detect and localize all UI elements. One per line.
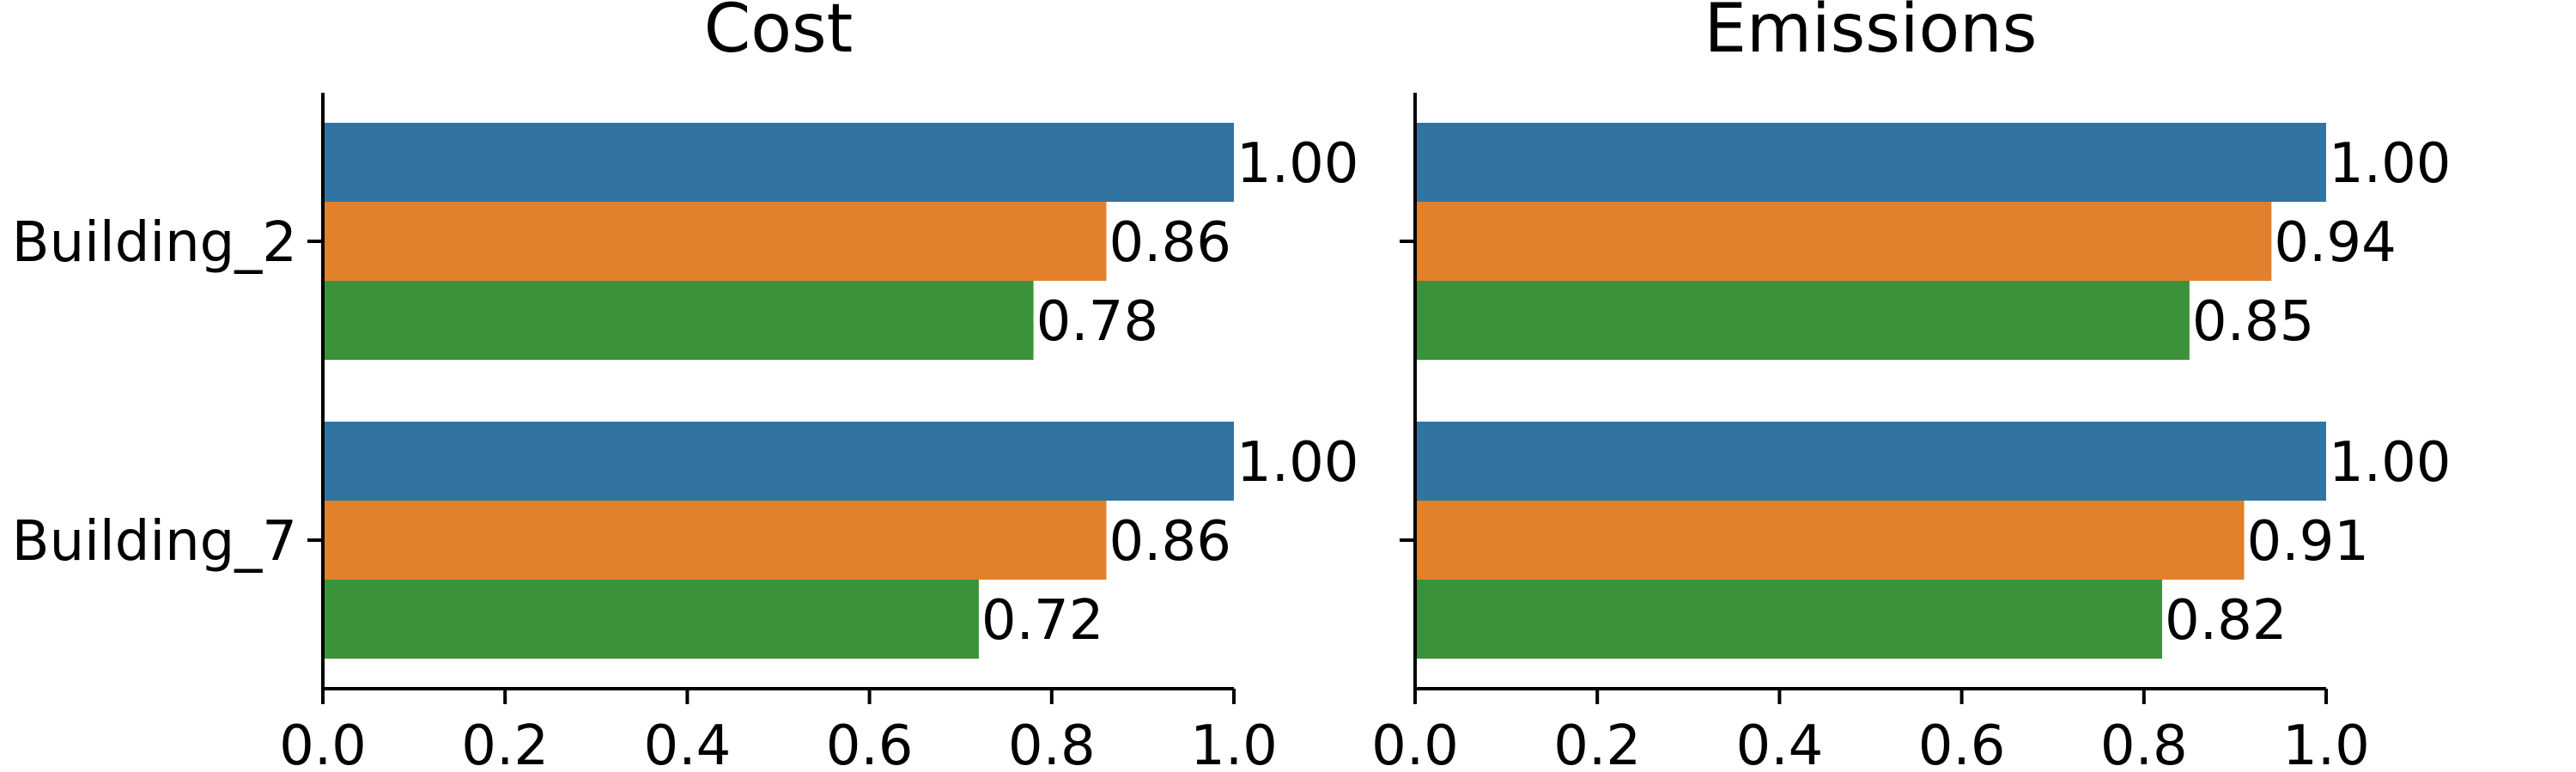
data-label: 0.82 [2165, 589, 2287, 653]
data-label: 0.78 [1036, 290, 1159, 354]
bar-building-2-series-2 [323, 202, 1107, 281]
bar-building-2-series-1 [1415, 123, 2326, 202]
x-tick-label: 0.0 [1371, 714, 1459, 772]
x-tick-label: 1.0 [2282, 714, 2370, 772]
bar-building-2-series-2 [1415, 202, 2272, 281]
chart-title: Cost [704, 0, 853, 68]
bar-building-2-series-1 [323, 123, 1234, 202]
data-label: 0.85 [2192, 290, 2315, 354]
bar-building-2-series-3 [323, 281, 1034, 360]
data-label: 0.86 [1109, 211, 1231, 275]
bar-building-7-series-2 [323, 501, 1107, 580]
y-tick-label: Building_2 [12, 211, 297, 275]
bar-building-7-series-1 [323, 422, 1234, 501]
data-label: 0.94 [2274, 211, 2397, 275]
data-label: 1.00 [2329, 431, 2451, 495]
bar-building-7-series-1 [1415, 422, 2326, 501]
chart-title: Emissions [1704, 0, 2038, 68]
panel-emissions: Emissions 1.00 0.94 0.85 1.00 0.91 0.82 0.0 0.2 0… [1371, 0, 2451, 772]
x-tick-label: 0.6 [826, 714, 914, 772]
x-tick-label: 0.8 [2100, 714, 2188, 772]
bar-building-7-series-2 [1415, 501, 2245, 580]
x-tick-label: 0.8 [1008, 714, 1096, 772]
data-label: 1.00 [1236, 431, 1359, 495]
y-tick-label: Building_7 [12, 510, 297, 574]
x-tick-label: 0.6 [1918, 714, 2006, 772]
panel-cost: Cost1.000.860.78Building_21.000.860.72Bu… [12, 0, 1359, 772]
data-label: 0.86 [1109, 510, 1231, 574]
x-tick-label: 0.0 [279, 714, 367, 772]
data-label: 1.00 [1236, 132, 1359, 196]
bar-building-7-series-3 [323, 580, 979, 659]
bar-building-2-series-3 [1415, 281, 2190, 360]
data-label: 0.72 [981, 589, 1104, 653]
x-tick-label: 0.4 [644, 714, 732, 772]
data-label: 0.91 [2247, 510, 2370, 574]
x-tick-label: 0.2 [1553, 714, 1641, 772]
bar-building-7-series-3 [1415, 580, 2163, 659]
x-tick-label: 0.4 [1736, 714, 1824, 772]
x-tick-label: 1.0 [1190, 714, 1278, 772]
data-label: 1.00 [2329, 132, 2451, 196]
x-tick-label: 0.2 [461, 714, 549, 772]
